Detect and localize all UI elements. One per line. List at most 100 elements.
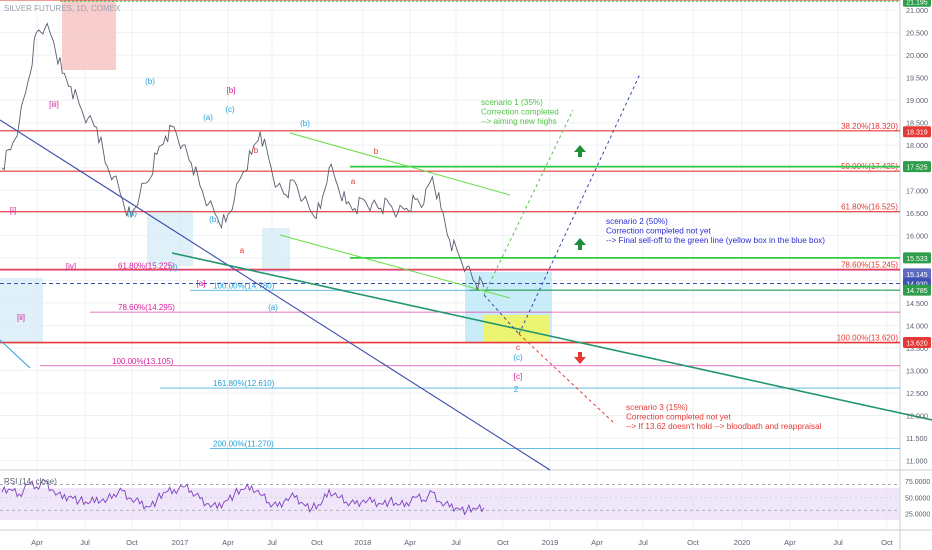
wave-label: a bbox=[351, 177, 356, 186]
price-tick-label: 16.500 bbox=[906, 209, 928, 218]
grid bbox=[0, 0, 900, 530]
wave-label: [i] bbox=[10, 206, 16, 215]
price-tick-label: 20.000 bbox=[906, 51, 928, 60]
scenario-note-line: --> If 13.62 doesn't hold --> bloodbath … bbox=[626, 422, 822, 431]
wave-label: [a] bbox=[197, 279, 206, 288]
price-line bbox=[1, 22, 485, 291]
price-badge bbox=[903, 126, 931, 138]
highlight-zone bbox=[62, 0, 116, 70]
rsi-tick-label: 50.0000 bbox=[905, 495, 930, 502]
wave-label: (a) bbox=[268, 303, 278, 312]
wave-label: (c) bbox=[168, 263, 178, 272]
scenario-notes: scenario 1 (35%)Correction completed--> … bbox=[481, 98, 825, 431]
time-tick-label: 2017 bbox=[172, 538, 189, 547]
fib-label: 161.80%(12.610) bbox=[213, 379, 275, 388]
fib-label: 100.00%(14.780) bbox=[213, 281, 275, 290]
time-tick-label: Oct bbox=[311, 538, 324, 547]
trendline bbox=[171, 252, 932, 421]
trendline bbox=[0, 339, 31, 369]
wave-label: (c) bbox=[225, 105, 235, 114]
wave-label: [iii] bbox=[49, 100, 59, 109]
fib-label: 61.80%(15.225) bbox=[118, 261, 175, 270]
wave-label: (b) bbox=[300, 119, 310, 128]
arrow-up-icon bbox=[574, 145, 586, 157]
arrow-up-icon bbox=[574, 238, 586, 250]
price-tick-label: 14.500 bbox=[906, 299, 928, 308]
price-tick-label: 21.000 bbox=[906, 6, 928, 15]
price-badge-label: 17.525 bbox=[906, 165, 928, 172]
price-badge-label: 13.620 bbox=[906, 341, 928, 348]
fib-label: 100.00%(13.105) bbox=[112, 357, 174, 366]
trendline bbox=[0, 119, 551, 471]
price-tick-label: 16.000 bbox=[906, 231, 928, 240]
wave-label: (b) bbox=[145, 77, 155, 86]
symbol-title[interactable]: SILVER FUTURES, 1D, COMEX bbox=[4, 4, 121, 13]
rsi-tick-label: 25.0000 bbox=[905, 511, 930, 518]
scenario-note-line: --> aiming new highs bbox=[481, 117, 557, 126]
rsi-pane: 75.0000 50.0000 25.0000 bbox=[0, 478, 930, 518]
price-badge bbox=[903, 161, 931, 173]
price-tick-label: 14.000 bbox=[906, 321, 928, 330]
price-axis[interactable]: 21.000 20.500 20.000 19.500 19.000 18.500 18.0… bbox=[906, 6, 928, 466]
time-tick-label: Jul bbox=[833, 538, 843, 547]
time-tick-label: 2018 bbox=[355, 538, 372, 547]
time-tick-label: Jul bbox=[451, 538, 461, 547]
time-tick-label: Jul bbox=[638, 538, 648, 547]
wave-label: (a) bbox=[203, 113, 213, 122]
wave-label: (a) bbox=[127, 209, 137, 218]
price-badge bbox=[903, 337, 931, 349]
price-badges: 21.19518.31917.52515.53315.14514.93014.7… bbox=[903, 0, 931, 349]
wave-label: b bbox=[374, 147, 379, 156]
fib-label: 78.60%(14.295) bbox=[118, 303, 175, 312]
scenario-note-line: scenario 3 (15%) bbox=[626, 403, 688, 412]
price-tick-label: 19.500 bbox=[906, 74, 928, 83]
time-axis[interactable]: Apr Jul Oct 2017 Apr Jul Oct 2018 Apr Jul Oct 2019 A… bbox=[31, 538, 894, 547]
rsi-line bbox=[1, 478, 485, 516]
scenario-note-line: Correction completed not yet bbox=[606, 227, 711, 236]
scenario-projections bbox=[483, 73, 641, 424]
wave-label: (b) bbox=[209, 215, 219, 224]
wave-label: [b] bbox=[227, 86, 236, 95]
price-tick-label: 12.000 bbox=[906, 412, 928, 421]
time-tick-label: Apr bbox=[31, 538, 43, 547]
rsi-tick-label: 75.0000 bbox=[905, 479, 930, 486]
price-tick-label: 11.000 bbox=[906, 457, 927, 466]
price-badge-label: 15.533 bbox=[906, 256, 928, 263]
price-tick-label: 13.000 bbox=[906, 366, 928, 375]
wave-label: [c] bbox=[514, 372, 522, 381]
arrow-down-icon bbox=[574, 352, 586, 364]
time-tick-label: Oct bbox=[126, 538, 139, 547]
time-tick-label: Apr bbox=[591, 538, 603, 547]
highlight-zone bbox=[262, 228, 290, 272]
price-tick-label: 13.500 bbox=[906, 344, 928, 353]
price-badge-label: 18.319 bbox=[906, 130, 928, 137]
time-tick-label: Oct bbox=[687, 538, 700, 547]
price-tick-label: 17.000 bbox=[906, 186, 928, 195]
trendlines bbox=[0, 119, 932, 471]
price-tick-label: 11.500 bbox=[906, 434, 927, 443]
price-badge-label: 15.145 bbox=[906, 272, 928, 279]
time-tick-label: Oct bbox=[881, 538, 894, 547]
scenario-arrows bbox=[574, 145, 586, 364]
fib-label: 100.00%(13.620) bbox=[837, 334, 899, 343]
highlight-zone bbox=[0, 278, 43, 342]
time-tick-label: 2019 bbox=[542, 538, 559, 547]
wave-labels: [iii] (b) [b] (a) (c) (b) b b [i] (a) (b) a a [iv] (c)… bbox=[10, 77, 523, 394]
price-tick-label: 18.000 bbox=[906, 141, 928, 150]
wave-label: [iv] bbox=[66, 262, 76, 271]
wave-label: (c) bbox=[513, 353, 523, 362]
highlight-zones bbox=[0, 0, 900, 520]
wave-label: c bbox=[516, 343, 520, 352]
fib-label: 38.20%(18.320) bbox=[841, 122, 898, 131]
price-tick-label: 12.500 bbox=[906, 389, 928, 398]
price-tick-label: 20.500 bbox=[906, 29, 928, 38]
price-badge bbox=[903, 0, 931, 7]
rsi-title[interactable]: RSI (14, close) bbox=[4, 477, 57, 486]
projection-line bbox=[483, 109, 574, 296]
projection-line bbox=[483, 294, 520, 335]
fib-label: 61.80%(16.525) bbox=[841, 203, 898, 212]
fib-label: 78.60%(15.245) bbox=[841, 260, 898, 269]
highlight-zone bbox=[0, 488, 900, 520]
time-tick-label: Jul bbox=[80, 538, 90, 547]
